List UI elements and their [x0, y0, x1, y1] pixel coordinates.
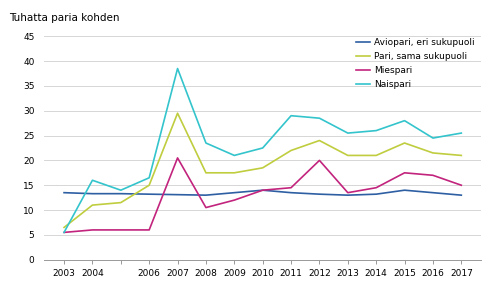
Naispari: [118, 188, 124, 192]
Miespari: [430, 173, 436, 177]
Pari, sama sukupuoli: [288, 149, 294, 152]
Aviopari, eri sukupuoli: [175, 193, 181, 197]
Pari, sama sukupuoli: [402, 141, 408, 145]
Naispari: [203, 141, 209, 145]
Text: Tuhatta paria kohden: Tuhatta paria kohden: [9, 13, 120, 23]
Miespari: [288, 186, 294, 190]
Pari, sama sukupuoli: [317, 139, 323, 142]
Aviopari, eri sukupuoli: [288, 191, 294, 194]
Miespari: [175, 156, 181, 160]
Aviopari, eri sukupuoli: [317, 192, 323, 196]
Miespari: [459, 183, 464, 187]
Miespari: [146, 228, 152, 232]
Naispari: [89, 178, 95, 182]
Pari, sama sukupuoli: [345, 154, 351, 157]
Pari, sama sukupuoli: [61, 226, 67, 229]
Miespari: [61, 231, 67, 234]
Aviopari, eri sukupuoli: [61, 191, 67, 194]
Naispari: [373, 129, 379, 132]
Pari, sama sukupuoli: [260, 166, 266, 170]
Naispari: [231, 154, 237, 157]
Aviopari, eri sukupuoli: [459, 193, 464, 197]
Pari, sama sukupuoli: [146, 183, 152, 187]
Naispari: [402, 119, 408, 123]
Aviopari, eri sukupuoli: [203, 193, 209, 197]
Aviopari, eri sukupuoli: [402, 188, 408, 192]
Line: Miespari: Miespari: [64, 158, 462, 233]
Aviopari, eri sukupuoli: [260, 188, 266, 192]
Pari, sama sukupuoli: [459, 154, 464, 157]
Miespari: [402, 171, 408, 175]
Miespari: [373, 186, 379, 190]
Aviopari, eri sukupuoli: [373, 192, 379, 196]
Naispari: [317, 116, 323, 120]
Aviopari, eri sukupuoli: [231, 191, 237, 194]
Aviopari, eri sukupuoli: [118, 192, 124, 195]
Pari, sama sukupuoli: [231, 171, 237, 175]
Pari, sama sukupuoli: [89, 203, 95, 207]
Miespari: [89, 228, 95, 232]
Pari, sama sukupuoli: [175, 111, 181, 115]
Pari, sama sukupuoli: [430, 151, 436, 155]
Naispari: [288, 114, 294, 117]
Pari, sama sukupuoli: [373, 154, 379, 157]
Naispari: [345, 131, 351, 135]
Miespari: [231, 198, 237, 202]
Miespari: [118, 228, 124, 232]
Naispari: [430, 136, 436, 140]
Aviopari, eri sukupuoli: [345, 193, 351, 197]
Miespari: [345, 191, 351, 194]
Legend: Aviopari, eri sukupuoli, Pari, sama sukupuoli, Miespari, Naispari: Aviopari, eri sukupuoli, Pari, sama suku…: [355, 36, 477, 91]
Aviopari, eri sukupuoli: [430, 191, 436, 194]
Line: Pari, sama sukupuoli: Pari, sama sukupuoli: [64, 113, 462, 227]
Naispari: [146, 176, 152, 180]
Naispari: [260, 146, 266, 150]
Pari, sama sukupuoli: [118, 201, 124, 204]
Miespari: [203, 206, 209, 209]
Naispari: [61, 231, 67, 234]
Line: Aviopari, eri sukupuoli: Aviopari, eri sukupuoli: [64, 190, 462, 195]
Line: Naispari: Naispari: [64, 69, 462, 233]
Aviopari, eri sukupuoli: [89, 192, 95, 195]
Aviopari, eri sukupuoli: [146, 192, 152, 196]
Pari, sama sukupuoli: [203, 171, 209, 175]
Miespari: [317, 159, 323, 162]
Miespari: [260, 188, 266, 192]
Naispari: [175, 67, 181, 70]
Naispari: [459, 131, 464, 135]
